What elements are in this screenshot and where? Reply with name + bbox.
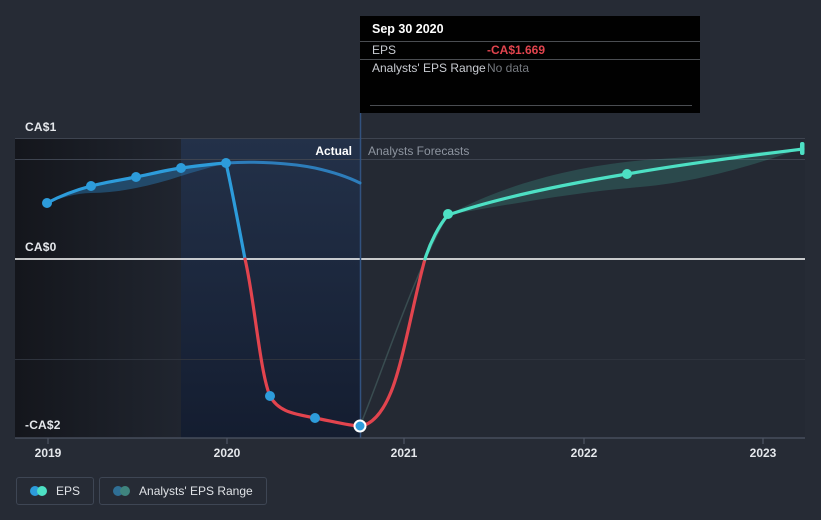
- forecast-point[interactable]: [622, 169, 632, 179]
- actual-region-label: Actual: [315, 144, 352, 158]
- x-axis-ticks: [47, 438, 764, 444]
- legend-eps-label: EPS: [56, 484, 81, 498]
- x-axis-label-2019: 2019: [34, 446, 62, 460]
- eps-point[interactable]: [176, 163, 186, 173]
- highlighted-year-region: [181, 138, 360, 438]
- y-axis-label-ca1: CA$1: [25, 120, 57, 134]
- tooltip-range-label: Analysts' EPS Range: [372, 61, 486, 75]
- x-axis-label-2022: 2022: [570, 446, 598, 460]
- eps-series-icon: [30, 485, 47, 497]
- eps-line-drop: [224, 162, 247, 260]
- tooltip-eps-label: EPS: [372, 43, 397, 57]
- tooltip: Sep 30 2020 EPS -CA$1.669 Analysts' EPS …: [360, 16, 700, 113]
- eps-point[interactable]: [42, 198, 52, 208]
- y-axis-label-minus-ca2: -CA$2: [25, 418, 61, 432]
- eps-point[interactable]: [131, 172, 141, 182]
- eps-line-negative-left: [243, 257, 362, 428]
- tooltip-bottom-divider: [370, 105, 692, 106]
- range-series-icon: [113, 485, 131, 497]
- eps-line-negative-right: [358, 257, 427, 428]
- past-region-background: [15, 138, 181, 438]
- eps-range-converged-arc: [224, 160, 362, 185]
- tooltip-range-value: No data: [487, 61, 530, 75]
- legend-range-label: Analysts' EPS Range: [139, 484, 253, 498]
- forecast-region-label: Analysts Forecasts: [368, 144, 470, 158]
- y-axis-label-ca0: CA$0: [25, 240, 57, 254]
- x-axis-label-2020: 2020: [213, 446, 241, 460]
- eps-point[interactable]: [265, 391, 275, 401]
- tooltip-row-range: Analysts' EPS Range No data: [360, 60, 700, 77]
- tooltip-row-eps: EPS -CA$1.669: [360, 42, 700, 60]
- forecast-end-cap: [800, 142, 805, 155]
- legend-toggle-analysts-range[interactable]: Analysts' EPS Range: [99, 477, 267, 505]
- forecast-point[interactable]: [443, 209, 453, 219]
- eps-point-selected[interactable]: [353, 419, 367, 433]
- x-axis-label-2021: 2021: [390, 446, 418, 460]
- tooltip-date: Sep 30 2020: [360, 16, 700, 42]
- eps-point[interactable]: [221, 158, 231, 168]
- eps-point[interactable]: [86, 181, 96, 191]
- legend: EPS Analysts' EPS Range: [16, 477, 267, 505]
- analysts-range-band-past: [47, 163, 226, 203]
- forecast-region-background: [360, 138, 805, 438]
- tooltip-eps-value: -CA$1.669: [487, 43, 546, 57]
- x-axis-label-2023: 2023: [749, 446, 777, 460]
- eps-point[interactable]: [310, 413, 320, 423]
- analysts-range-band-forecast: [448, 148, 803, 215]
- analysts-range-sliver: [361, 217, 447, 422]
- legend-toggle-eps[interactable]: EPS: [16, 477, 95, 505]
